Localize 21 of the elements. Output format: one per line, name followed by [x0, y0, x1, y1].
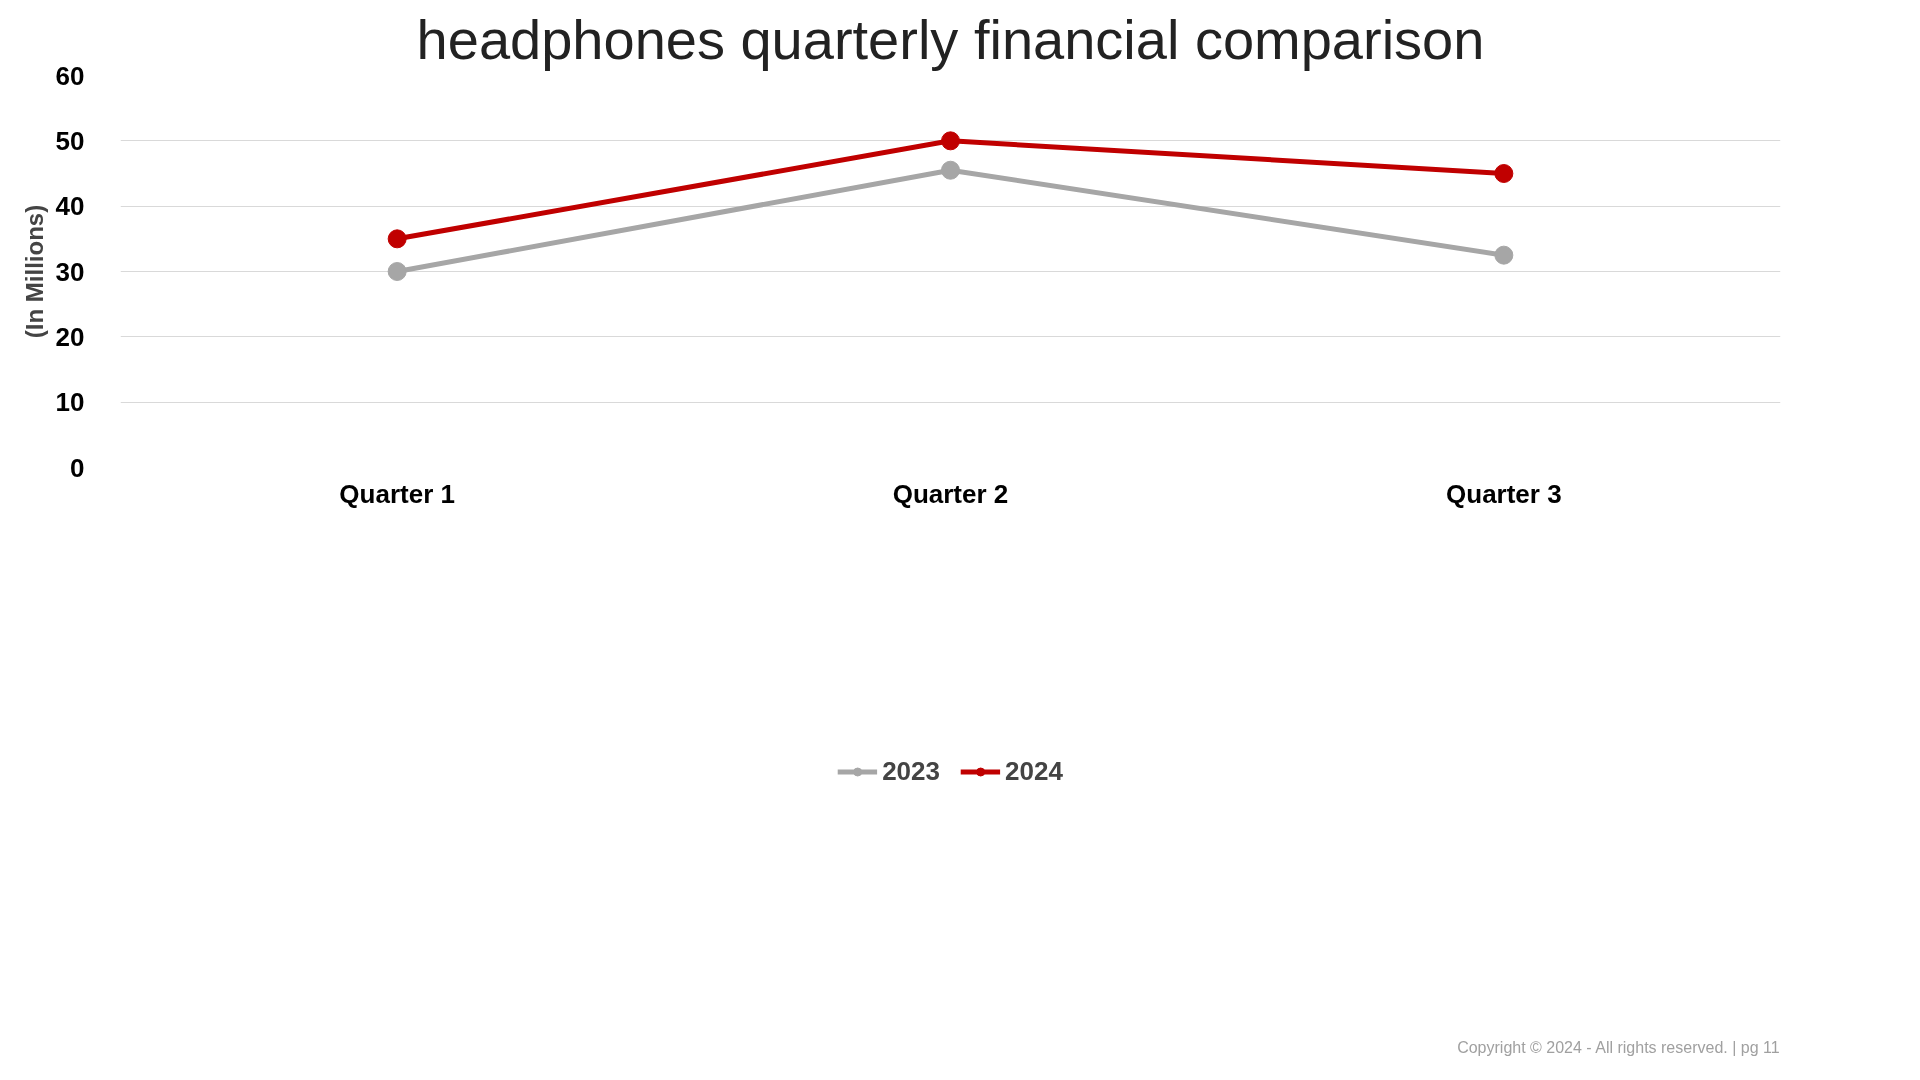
point: [387, 262, 407, 281]
x-tick-label: Quarter 2: [892, 478, 1009, 509]
x-tick-label: Quarter 3: [1446, 478, 1562, 509]
y-tick-label: 60: [55, 60, 85, 91]
point: [941, 131, 960, 151]
text: Copyright © 2024 - All rights reserved. | pg 11: [1457, 1038, 1780, 1056]
point: [1494, 164, 1514, 183]
y-tick-label: 20: [55, 321, 85, 352]
y-tick-label: 10: [55, 387, 85, 418]
point: [941, 160, 960, 180]
y-tick-label: 50: [55, 125, 85, 156]
point: [387, 229, 407, 249]
x-tick-label: Quarter 1: [339, 478, 455, 509]
chart-title: headphones quarterly financial comparison: [416, 7, 1485, 71]
legend-label: 2024: [1005, 755, 1063, 787]
y-tick-label: 30: [55, 256, 85, 287]
point: [1494, 245, 1514, 265]
legend-label: 2023: [882, 755, 940, 787]
y-axis-title: (In Millions): [20, 204, 48, 339]
y-tick-label: 40: [55, 191, 85, 222]
y-tick-label: 0: [70, 452, 85, 483]
